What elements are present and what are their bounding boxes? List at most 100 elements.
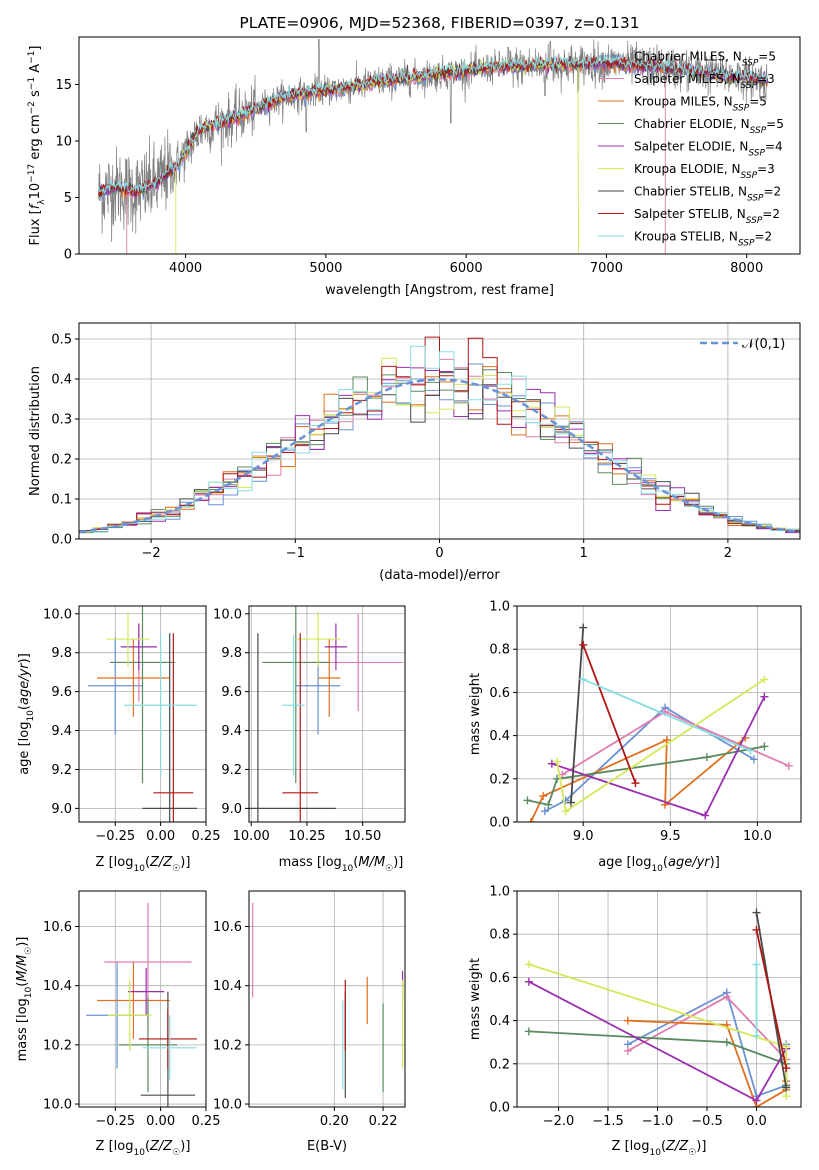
y-tick-label: 0.4 [51,373,72,388]
legend-entry: 𝒩(0,1) [742,337,785,352]
label-part: 10 [26,710,36,722]
label-part: age/yr [17,662,32,705]
x-tick-label: 9.5 [660,829,681,844]
axes-border [78,36,801,255]
y-tick-label: 0.0 [51,533,72,548]
weight-series-line [582,644,637,784]
y-tick-label: 9.6 [221,685,242,700]
label-part: 10 [133,864,145,874]
x-tick-label: 0.20 [320,1114,349,1129]
label-part: SSP [741,81,758,91]
label-part: f [28,202,43,209]
y-tick-label: 9.4 [51,724,72,739]
y-tick-label: 1.0 [489,600,510,615]
label-part: age [log [17,722,32,775]
plot-area [98,38,769,254]
x-tick-label: 0.00 [146,829,175,844]
label-part: ( [17,705,32,710]
label-part: Chabrier MILES, N [634,50,742,64]
label-part: )] [17,653,32,663]
x-tick-label: 0 [435,546,443,561]
legend-entry: Salpeter ELODIE, NSSP=4 [634,140,783,159]
y-tick-label: 9.6 [51,685,72,700]
model-spectrum [98,54,769,195]
axes-border [248,605,406,823]
label-part: ☉ [688,1148,696,1158]
label-part: =4 [765,140,783,154]
y-tick-label: 10 [55,134,72,149]
legend-entry: Kroupa ELODIE, NSSP=3 [634,162,775,181]
residuals-panel: −2 −1 0 1 2 0.0 0.1 0.2 0.3 0.4 0.5 (data-model)/er… [28,322,801,583]
x-tick-label: −0.25 [95,1114,135,1129]
label-part: Salpeter STELIB, N [634,207,746,221]
x-axis-label: (data-model)/error [379,568,500,583]
y-tick-label: 10.0 [213,607,242,622]
plot-area [523,623,793,822]
plot-area [524,908,791,1107]
x-tick-label: −0.5 [691,1114,723,1129]
label-part: −2 [27,101,37,114]
x-tick-label: 7000 [590,261,623,276]
weight-series-line [755,929,788,1069]
axes-border [516,605,802,823]
chart-title: PLATE=0906, MJD=52368, FIBERID=0397, z=0… [239,14,639,32]
label-part: 10 [342,864,354,874]
y-tick-label: 5 [64,191,72,206]
y-tick-label: 10.6 [43,920,72,935]
y-tick-label: 9.2 [221,763,242,778]
label-part: )] [710,855,720,870]
axes-border [78,605,207,823]
label-part: =5 [749,95,767,109]
x-tick-label: 0.25 [192,1114,221,1129]
x-tick-label: 5000 [309,261,342,276]
y-tick-label: 0.3 [51,413,72,428]
label-part: =2 [762,207,780,221]
label-part: SSP [742,59,759,69]
legend-entry: Kroupa MILES, NSSP=5 [634,95,767,114]
y-tick-label: 10.0 [43,1098,72,1113]
x-tick-label: −2 [142,546,161,561]
axes-border [248,890,406,1108]
plot-area [252,902,404,1099]
x-tick-label: 6000 [450,261,483,276]
x-tick-label: 2 [724,546,732,561]
y-tick-label: 0.8 [489,928,510,943]
label-part: 10 [649,1148,661,1158]
plot-area [79,336,800,534]
weight-vs-Z-panel: −2.0 −1.5 −1.0 −0.5 0.0 0.0 0.2 0.4 0.6 0.8 1.0 Z [… [468,885,802,1158]
label-part: =2 [754,230,772,244]
normal-reference-curve [79,378,800,534]
label-part: Z [log [612,1139,650,1154]
label-part: =2 [764,185,782,199]
plot-area [86,902,197,1107]
y-tick-label: 9.2 [51,763,72,778]
label-part: =5 [766,117,784,131]
x-tick-label: 0.25 [192,829,221,844]
label-part: −17 [27,164,37,183]
mass-vs-EBV-panel: 0.20 0.22 10.0 10.2 10.4 10.6 E(B-V) [213,890,406,1154]
residual-histogram [79,357,800,533]
y-tick-label: 0.6 [489,686,510,701]
label-part: =5 [758,50,776,64]
age-vs-Z-panel: −0.25 0.00 0.259.09.29.49.69.810.0Z [log10… [17,605,221,874]
x-tick-label: 10.50 [344,829,381,844]
y-tick-label: 0.6 [489,971,510,986]
label-part: Kroupa MILES, N [634,95,733,109]
label-part: Chabrier ELODIE, N [634,117,750,131]
y-tick-label: 1.0 [489,885,510,900]
x-tick-label: 10.00 [233,829,270,844]
label-part: age/yr [668,855,711,870]
label-part: λ [37,199,47,205]
y-tick-label: 0 [64,248,72,263]
label-part: M/M [15,955,30,982]
axes-frame: 4000 5000 6000 7000 8000 0 5 10 15 PLATE=0906, MJ… [27,14,801,298]
x-axis-label: Z [log10(Z/Z☉)] [96,855,191,874]
label-part: SSP [747,194,764,204]
label-part: ( [353,855,358,870]
label-part: Z/Z [149,1139,173,1154]
x-tick-label: 10.0 [743,829,772,844]
x-tick-label: 0.0 [746,1114,767,1129]
legend-entry: Salpeter STELIB, NSSP=2 [634,207,780,226]
legend-entry: Kroupa STELIB, NSSP=2 [634,230,772,249]
